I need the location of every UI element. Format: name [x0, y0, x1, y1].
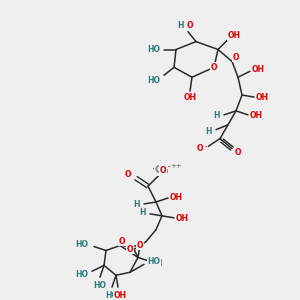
Text: OH: OH — [251, 65, 265, 74]
Text: H: H — [133, 200, 139, 209]
Text: OH: OH — [113, 291, 127, 300]
Text: HO: HO — [76, 240, 88, 249]
Text: ++: ++ — [170, 163, 182, 169]
Text: O: O — [119, 237, 125, 246]
Text: H: H — [213, 111, 219, 120]
Text: HO: HO — [148, 76, 160, 85]
Text: O: O — [160, 166, 166, 175]
Text: HO: HO — [76, 270, 88, 279]
Text: OH: OH — [227, 31, 241, 40]
Text: OH: OH — [169, 193, 182, 202]
Text: OH: OH — [176, 214, 188, 223]
Text: O: O — [233, 53, 239, 62]
Text: HO: HO — [94, 281, 106, 290]
Text: -: - — [168, 164, 170, 169]
Text: H: H — [139, 208, 145, 217]
Text: HO: HO — [148, 45, 160, 54]
Text: OH: OH — [184, 92, 196, 101]
Text: O: O — [235, 148, 241, 157]
Text: OH: OH — [250, 111, 262, 120]
Text: O: O — [127, 245, 133, 254]
Text: HO: HO — [148, 257, 160, 266]
Text: H: H — [205, 127, 211, 136]
Text: H: H — [155, 259, 161, 268]
Text: O: O — [197, 144, 203, 153]
Text: OH: OH — [256, 92, 268, 101]
Text: O: O — [211, 63, 217, 72]
Text: O: O — [125, 170, 131, 179]
Text: O: O — [187, 21, 193, 30]
Text: Ca: Ca — [154, 165, 169, 175]
Text: H: H — [178, 21, 184, 30]
Text: HO: HO — [106, 291, 118, 300]
Text: -: - — [205, 144, 207, 149]
Text: O: O — [137, 241, 143, 250]
